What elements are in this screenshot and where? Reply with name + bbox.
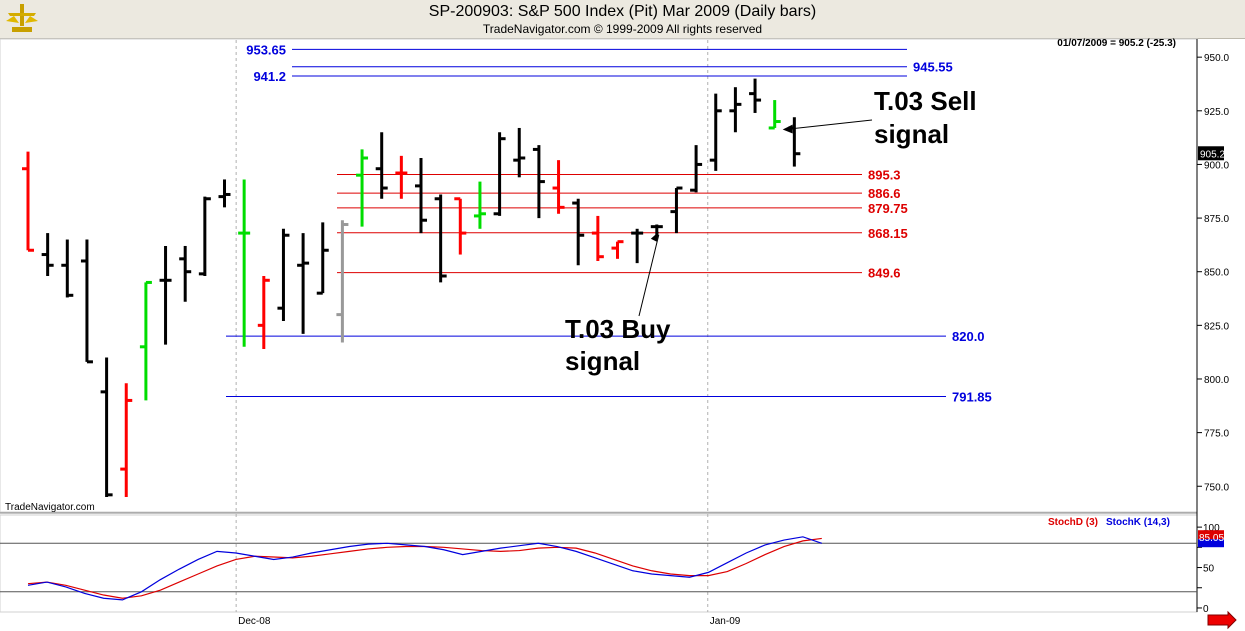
chart-title: SP-200903: S&P 500 Index (Pit) Mar 2009 … — [428, 3, 817, 20]
stochastic-panel: 100 50 0 85.05 StochD (3) StochK (14,3) — [0, 517, 1224, 615]
price-level-label: 879.75 — [868, 201, 908, 216]
tradenavigator-logo — [6, 4, 38, 32]
ohlc-bar — [709, 93, 722, 171]
stoch-tick-label: 50 — [1203, 564, 1215, 575]
price-level-label: 886.6 — [868, 186, 901, 201]
chart-copyright: TradeNavigator.com © 1999-2009 All right… — [482, 22, 763, 36]
ohlc-bar — [159, 245, 172, 345]
buy-arrow-head — [650, 231, 659, 242]
price-axis: 950.0 925.0 900.0 875.0 850.0 825.0 800.0 775.0… — [1196, 39, 1229, 612]
sell-annotation-text: T.03 Sell — [874, 86, 977, 116]
ohlc-bar — [670, 186, 683, 234]
buy-annotation-text: T.03 Buy — [565, 314, 671, 344]
ohlc-bar — [80, 239, 93, 364]
ohlc-bar — [297, 233, 310, 334]
price-level-label: 945.55 — [913, 60, 953, 75]
ohlc-bar — [179, 245, 192, 302]
sell-arrow-line — [784, 119, 873, 131]
price-level-label: 953.65 — [246, 42, 286, 57]
ohlc-bar — [218, 179, 231, 208]
ohlc-bar — [395, 155, 408, 199]
ohlc-bar — [375, 132, 388, 199]
ohlc-bar — [572, 198, 585, 266]
price-tick-label: 825.0 — [1204, 321, 1229, 332]
price-tick-label: 875.0 — [1204, 214, 1229, 225]
ohlc-bar — [120, 383, 133, 497]
ohlc-bar — [434, 194, 447, 283]
x-axis-label: Dec-08 — [238, 616, 271, 627]
price-tick-label: 750.0 — [1204, 482, 1229, 493]
ohlc-bar — [100, 357, 113, 497]
stochk-last-box — [1198, 539, 1224, 548]
price-tick-label: 925.0 — [1204, 107, 1229, 118]
ohlc-bar — [238, 179, 251, 347]
buy-annotation-text: signal — [565, 346, 640, 376]
price-readout: 01/07/2009 = 905.2 (-25.3) — [1057, 38, 1176, 49]
ohlc-bar — [690, 145, 703, 193]
stoch-tick-label: 0 — [1203, 604, 1209, 615]
ohlc-bar — [552, 160, 565, 214]
ohlc-bar — [513, 127, 526, 178]
ohlc-bar — [768, 100, 781, 130]
ohlc-bar — [356, 149, 369, 227]
ohlc-bar — [198, 196, 211, 276]
ohlc-bar — [729, 87, 742, 133]
ohlc-bar — [749, 78, 762, 113]
ohlc-bar — [591, 215, 604, 261]
stochk-legend: StochK (14,3) — [1106, 517, 1170, 528]
stoch-panel-frame — [0, 514, 1198, 613]
price-tick-label: 800.0 — [1204, 375, 1229, 386]
ohlc-bar — [493, 132, 506, 216]
price-level-label: 791.85 — [952, 389, 992, 404]
stochk-line — [27, 536, 822, 601]
price-tick-label: 850.0 — [1204, 268, 1229, 279]
ohlc-bar — [316, 222, 329, 295]
stoch-tick-label: 100 — [1203, 523, 1220, 534]
stochd-last-box — [1198, 530, 1224, 540]
price-level-label: 820.0 — [952, 329, 985, 344]
ohlc-bar — [454, 197, 467, 255]
x-axis-label: Jan-09 — [710, 616, 741, 627]
ohlc-bar — [611, 240, 624, 259]
ohlc-bar — [473, 181, 486, 229]
price-panel-frame — [0, 38, 1198, 513]
last-price-box — [1198, 146, 1224, 161]
ohlc-bar — [22, 151, 34, 252]
price-level-label: 895.3 — [868, 168, 901, 183]
last-price-label: 905.2 — [1200, 149, 1225, 160]
price-level-label: 941.2 — [253, 69, 286, 84]
title-bar: SP-200903: S&P 500 Index (Pit) Mar 2009 … — [0, 0, 1245, 39]
price-tick-label: 950.0 — [1204, 53, 1229, 64]
ohlc-bar — [61, 239, 74, 298]
ohlc-bar — [532, 145, 545, 219]
ohlc-bar — [788, 117, 801, 167]
static-labels: Dec-08 Jan-09 01/07/2009 = 905.2 (-25.3) Tr… — [5, 38, 1237, 630]
price-tick-label: 900.0 — [1204, 160, 1229, 171]
ohlc-bars — [22, 78, 801, 497]
ohlc-bar — [139, 280, 152, 401]
ohlc-bar — [41, 233, 54, 276]
buy-arrow-line — [638, 234, 660, 317]
sell-arrow-head — [782, 124, 793, 134]
price-tick-label: 775.0 — [1204, 429, 1229, 440]
stochd-legend: StochD (3) — [1048, 517, 1098, 528]
ohlc-bar — [257, 276, 270, 349]
ohlc-bar — [631, 228, 644, 264]
ohlc-bar — [415, 158, 427, 234]
ohlc-bar — [277, 228, 290, 322]
price-level-label: 849.6 — [868, 266, 901, 281]
watermark: TradeNavigator.com — [5, 502, 95, 513]
stochd-line — [27, 537, 822, 599]
ohlc-bar — [336, 220, 349, 343]
sell-annotation-text: signal — [874, 119, 949, 149]
stoch-last-label: 85.05 — [1199, 533, 1224, 544]
price-level-label: 868.15 — [868, 226, 908, 241]
scroll-right-icon — [1207, 610, 1237, 630]
